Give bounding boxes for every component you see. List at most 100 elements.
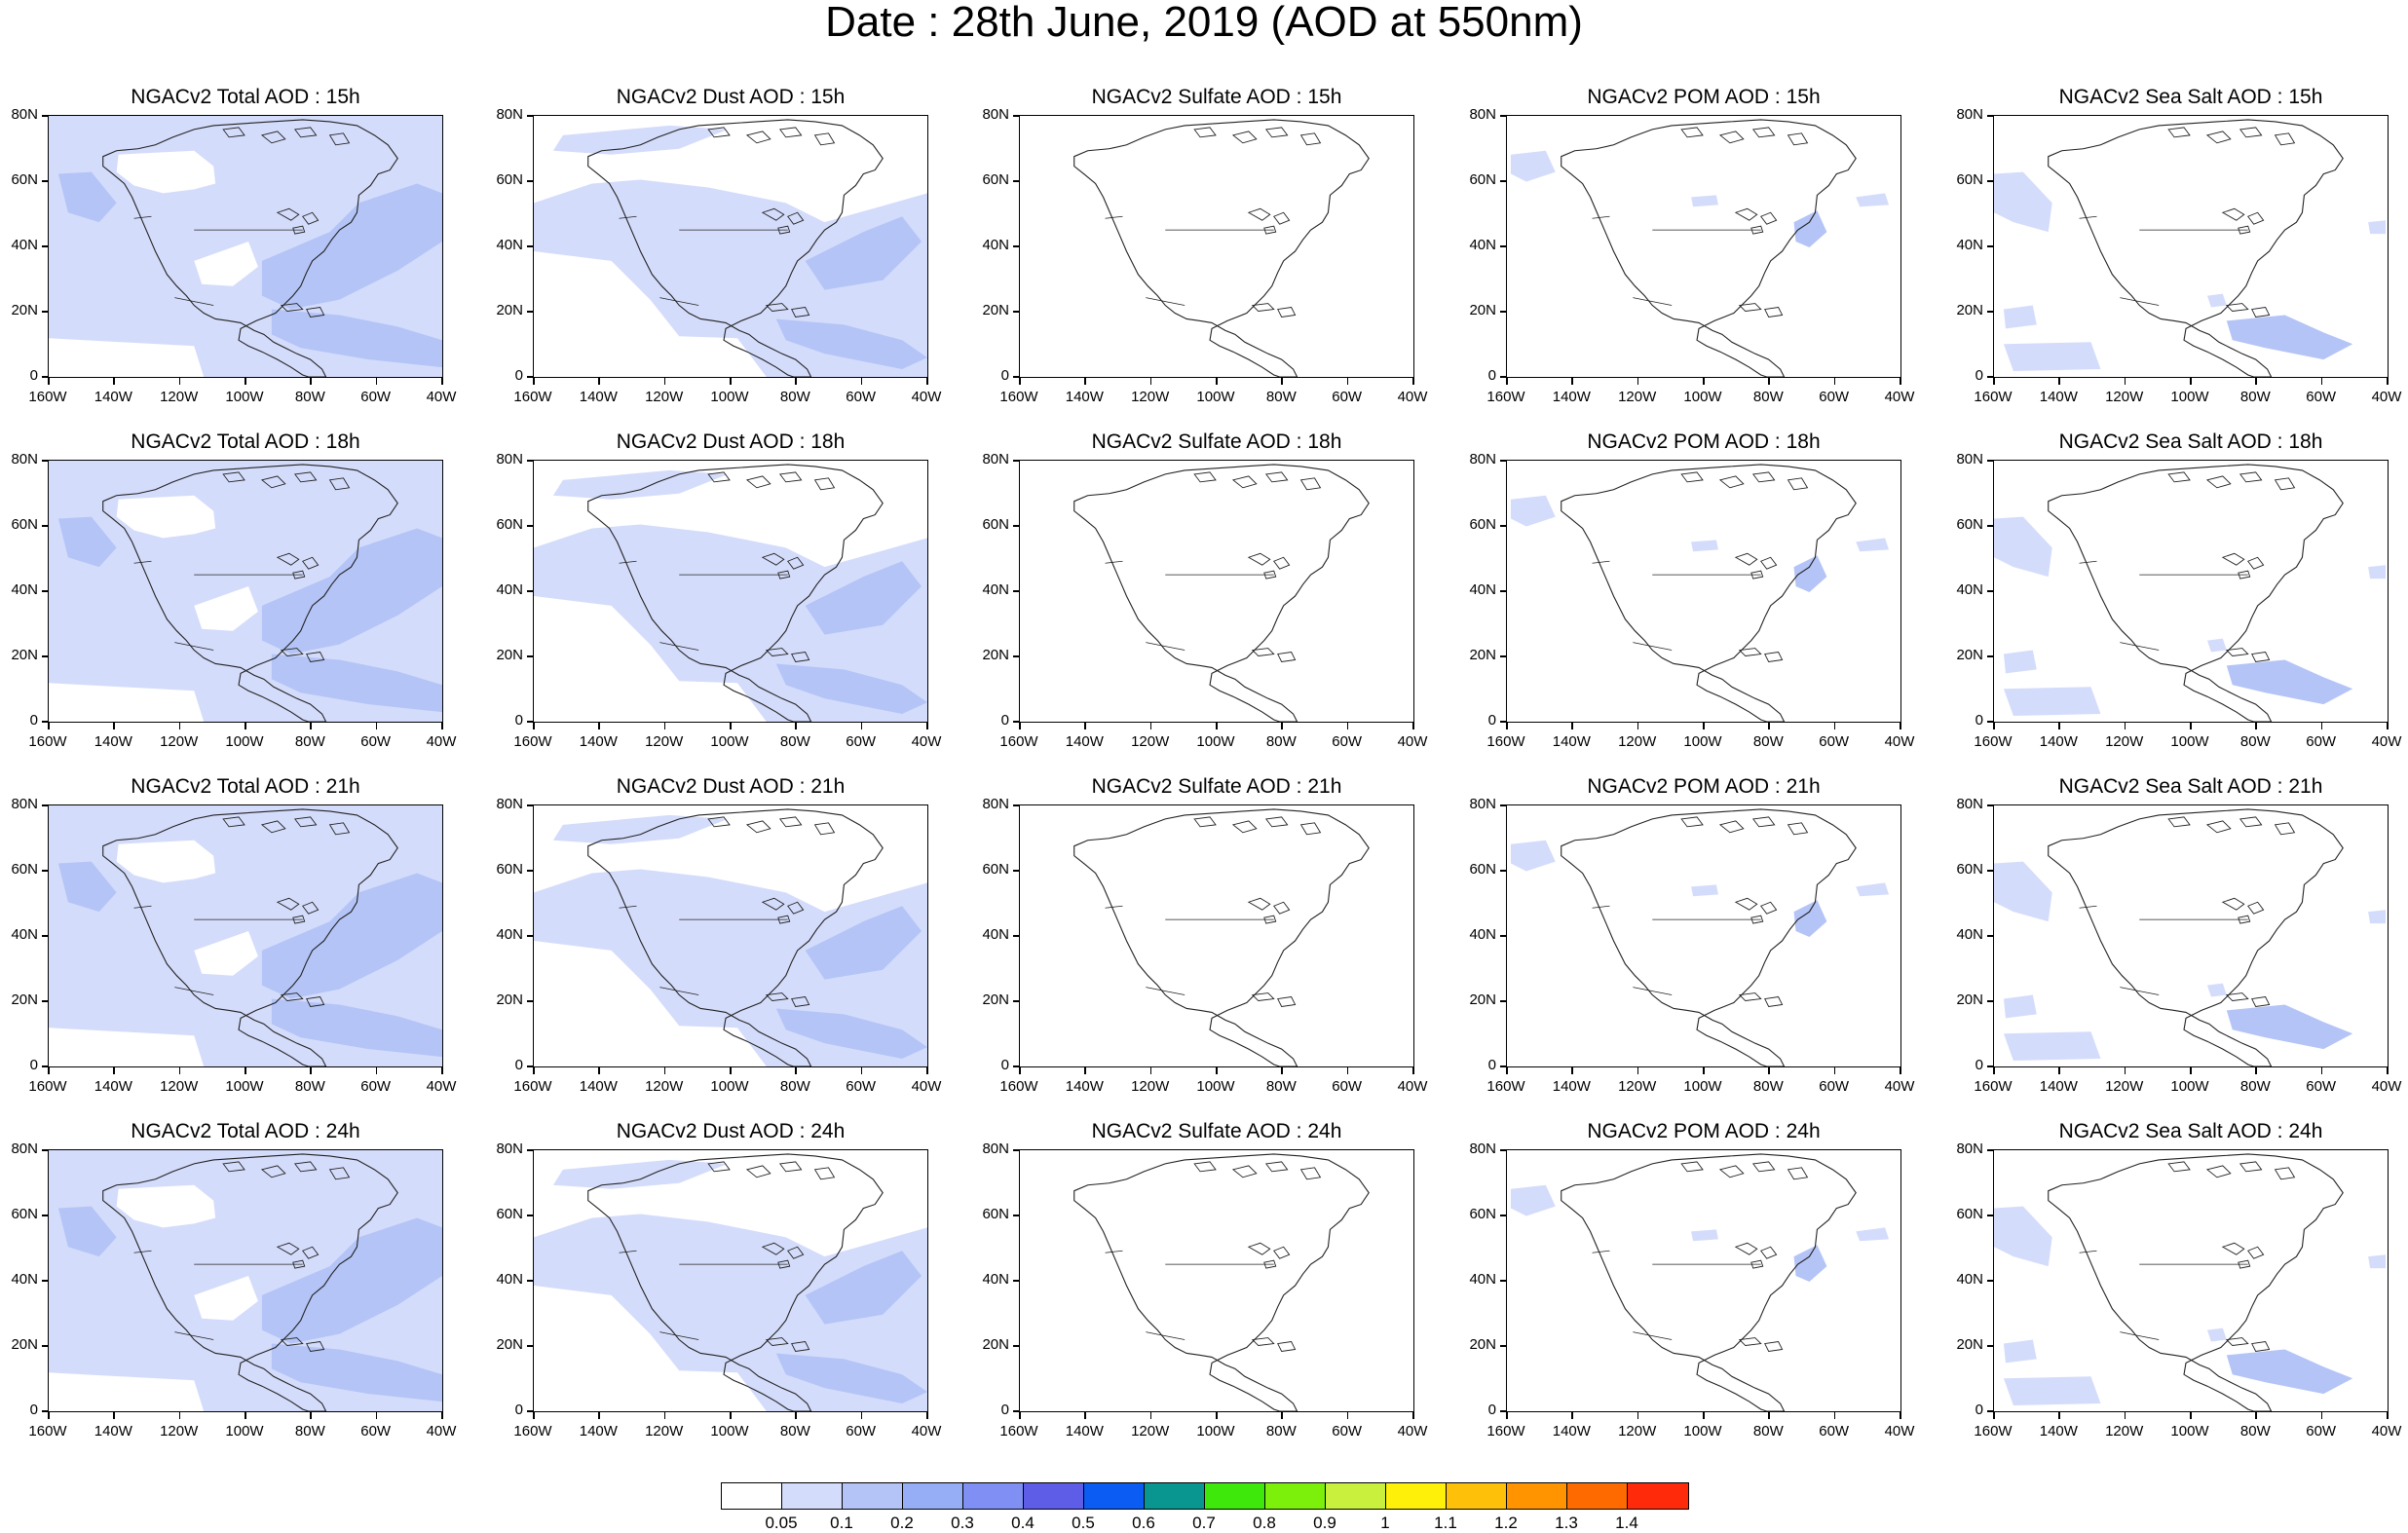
y-tick-mark xyxy=(1500,525,1506,527)
x-tick-label: 100W xyxy=(225,389,264,405)
y-tick-label: 40N xyxy=(1469,581,1496,598)
map-sulfate-24h xyxy=(1019,1149,1414,1412)
panel-title-dust-21h: NGACv2 Dust AOD : 21h xyxy=(616,775,846,798)
x-tick-label: 80W xyxy=(1752,733,1784,750)
x-tick-mark xyxy=(2058,1412,2060,1419)
y-tick-label: 60N xyxy=(1469,861,1496,878)
y-tick-label: 20N xyxy=(982,991,1009,1008)
y-tick-mark xyxy=(1500,1215,1506,1216)
x-tick-label: 80W xyxy=(779,733,810,750)
y-tick-mark xyxy=(1500,804,1506,806)
x-tick-label: 100W xyxy=(1196,1078,1235,1095)
y-tick-mark xyxy=(1500,655,1506,657)
y-tick-mark xyxy=(1500,460,1506,462)
x-tick-mark xyxy=(1019,378,1021,385)
colorbar-label: 1 xyxy=(1380,1514,1390,1532)
x-tick-label: 120W xyxy=(645,1078,684,1095)
x-tick-mark xyxy=(1900,378,1901,385)
y-tick-label: 0 xyxy=(514,1057,523,1073)
y-tick-label: 0 xyxy=(1000,367,1009,384)
y-tick-mark xyxy=(1013,590,1019,592)
panel-title-total-18h: NGACv2 Total AOD : 18h xyxy=(131,430,360,453)
y-tick-label: 80N xyxy=(11,1140,38,1157)
x-tick-mark xyxy=(48,723,50,729)
y-tick-mark xyxy=(1500,1000,1506,1002)
y-tick-label: 0 xyxy=(1975,712,1983,729)
y-tick-label: 40N xyxy=(1469,926,1496,943)
x-tick-mark xyxy=(598,1067,600,1074)
y-tick-label: 40N xyxy=(11,1271,38,1288)
colorbar-label: 1.4 xyxy=(1615,1514,1638,1532)
y-tick-mark xyxy=(1987,804,1993,806)
x-tick-label: 140W xyxy=(579,389,618,405)
map-sulfate-15h xyxy=(1019,115,1414,378)
y-tick-label: 60N xyxy=(1469,171,1496,188)
y-tick-mark xyxy=(42,870,48,872)
y-tick-mark xyxy=(1500,376,1506,378)
y-tick-label: 0 xyxy=(1975,1057,1983,1073)
x-tick-label: 80W xyxy=(294,1423,325,1440)
x-tick-label: 60W xyxy=(1332,1078,1363,1095)
x-tick-mark xyxy=(2320,378,2323,385)
x-tick-label: 40W xyxy=(1884,1423,1915,1440)
x-tick-label: 100W xyxy=(710,389,749,405)
x-tick-mark xyxy=(178,1412,181,1419)
y-tick-label: 20N xyxy=(1956,991,1983,1008)
x-tick-label: 60W xyxy=(1819,733,1850,750)
panel-title-sulfate-18h: NGACv2 Sulfate AOD : 18h xyxy=(1091,430,1342,453)
coastline xyxy=(1073,464,1370,722)
y-tick-label: 0 xyxy=(29,712,38,729)
x-tick-label: 160W xyxy=(1486,1423,1525,1440)
y-tick-label: 40N xyxy=(1469,237,1496,253)
y-tick-mark xyxy=(1987,1149,1993,1151)
coastline xyxy=(1561,119,1857,377)
y-tick-mark xyxy=(1013,1000,1019,1002)
x-tick-mark xyxy=(2124,723,2126,729)
x-tick-label: 40W xyxy=(2371,389,2402,405)
page-title: Date : 28th June, 2019 (AOD at 550nm) xyxy=(825,0,1583,46)
y-tick-label: 0 xyxy=(1000,1057,1009,1073)
x-tick-label: 100W xyxy=(1683,1423,1722,1440)
y-tick-mark xyxy=(1987,721,1993,723)
coastline xyxy=(587,464,884,722)
x-tick-mark xyxy=(1412,1067,1414,1074)
panel-title-pom-15h: NGACv2 POM AOD : 15h xyxy=(1587,86,1821,108)
y-tick-label: 20N xyxy=(1956,302,1983,318)
x-tick-label: 160W xyxy=(1974,389,2013,405)
colorbar-label: 0.6 xyxy=(1132,1514,1155,1532)
panel-title-pom-18h: NGACv2 POM AOD : 18h xyxy=(1587,430,1821,453)
y-tick-mark xyxy=(527,935,533,937)
y-tick-label: 20N xyxy=(982,302,1009,318)
y-tick-label: 80N xyxy=(11,451,38,467)
x-tick-label: 100W xyxy=(710,733,749,750)
x-tick-label: 140W xyxy=(1552,389,1591,405)
colorbar-swatch xyxy=(1628,1483,1688,1509)
y-tick-label: 20N xyxy=(1469,991,1496,1008)
x-tick-mark xyxy=(113,1067,115,1074)
x-tick-label: 40W xyxy=(911,389,942,405)
y-tick-mark xyxy=(1987,655,1993,657)
map-total-18h xyxy=(48,460,443,723)
y-tick-label: 40N xyxy=(1956,581,1983,598)
y-tick-label: 60N xyxy=(1956,861,1983,878)
x-tick-mark xyxy=(598,723,600,729)
y-tick-mark xyxy=(1500,1149,1506,1151)
x-tick-mark xyxy=(310,723,312,729)
panel-title-seasalt-21h: NGACv2 Sea Salt AOD : 21h xyxy=(2058,775,2323,798)
x-tick-label: 40W xyxy=(1397,1423,1428,1440)
y-tick-mark xyxy=(1013,115,1019,117)
map-pom-21h xyxy=(1506,804,1901,1067)
y-tick-label: 60N xyxy=(982,171,1009,188)
map-seasalt-15h xyxy=(1993,115,2389,378)
x-tick-mark xyxy=(926,1067,928,1074)
x-tick-mark xyxy=(1900,1412,1901,1419)
map-seasalt-21h xyxy=(1993,804,2389,1067)
y-tick-label: 20N xyxy=(11,302,38,318)
x-tick-mark xyxy=(1703,1412,1705,1419)
y-tick-mark xyxy=(1500,115,1506,117)
y-tick-label: 0 xyxy=(1487,712,1496,729)
y-tick-mark xyxy=(1500,1066,1506,1067)
y-tick-mark xyxy=(1013,655,1019,657)
colorbar-label: 0.5 xyxy=(1072,1514,1095,1532)
x-tick-label: 40W xyxy=(1884,1078,1915,1095)
